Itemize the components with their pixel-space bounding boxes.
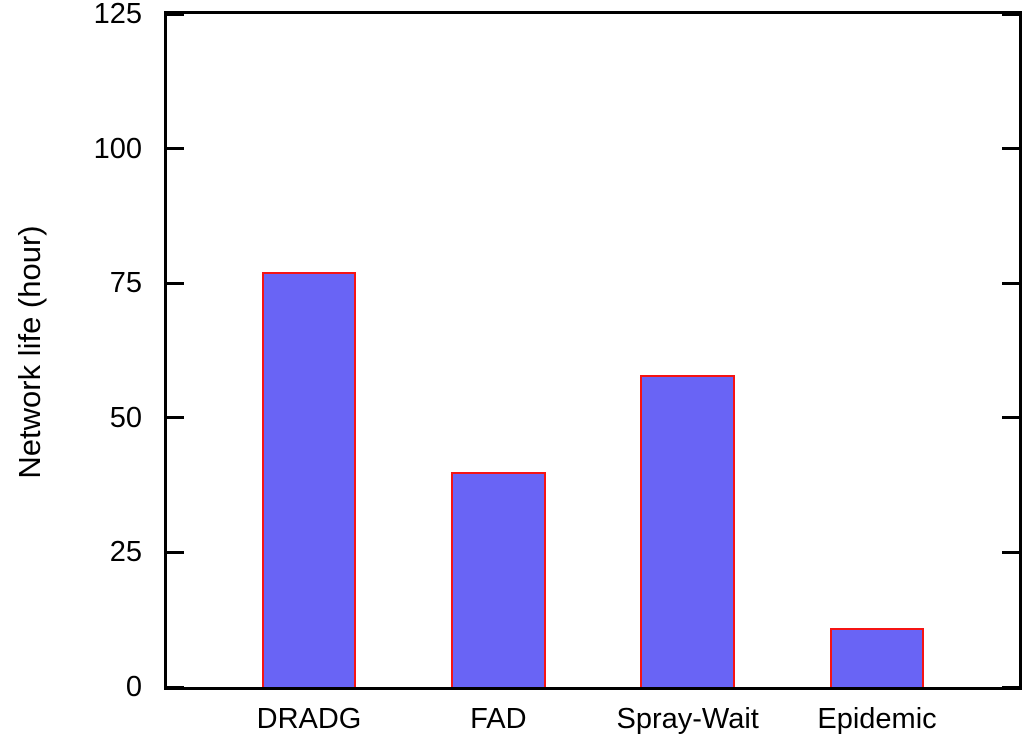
bar-epidemic — [829, 627, 925, 687]
y-tick-mark-right — [1002, 12, 1019, 16]
y-tick-label: 0 — [125, 671, 142, 703]
x-category-label: Epidemic — [817, 703, 937, 735]
x-category-label: Spray-Wait — [616, 703, 759, 735]
y-tick-mark-right — [1002, 416, 1019, 420]
x-category-label: FAD — [470, 703, 527, 735]
plot-area — [164, 11, 1022, 690]
bar-spray-wait — [640, 374, 735, 687]
y-tick-mark-left — [167, 147, 184, 151]
y-axis-title: Network life (hour) — [12, 225, 47, 479]
y-tick-mark-left — [167, 685, 184, 689]
y-tick-mark-left — [167, 12, 184, 16]
y-tick-mark-right — [1002, 281, 1019, 285]
bar-dradg — [261, 272, 357, 687]
bar-fad — [451, 471, 546, 687]
y-tick-label: 50 — [109, 401, 142, 434]
y-tick-label: 25 — [109, 536, 142, 569]
y-tick-label: 75 — [109, 267, 142, 300]
x-category-label: DRADG — [256, 703, 362, 735]
y-tick-mark-right — [1002, 685, 1019, 689]
y-tick-label: 100 — [93, 132, 142, 165]
y-tick-mark-left — [167, 281, 184, 285]
y-tick-mark-right — [1002, 550, 1019, 554]
y-tick-mark-left — [167, 550, 184, 554]
y-tick-mark-left — [167, 416, 184, 420]
y-tick-label: 125 — [93, 0, 142, 30]
y-tick-mark-right — [1002, 147, 1019, 151]
